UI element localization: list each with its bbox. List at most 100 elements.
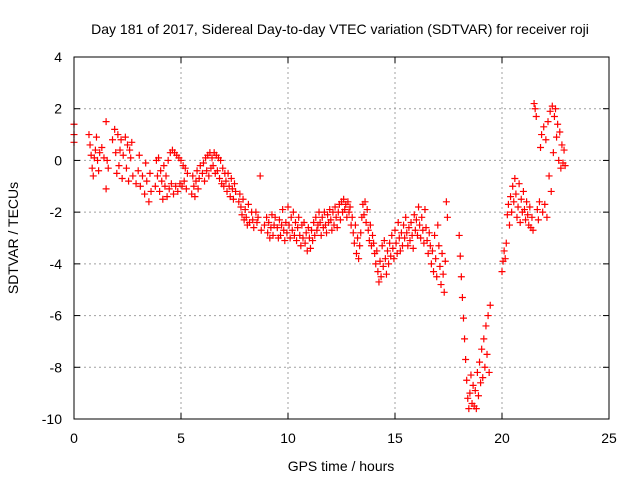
data-point <box>378 242 386 250</box>
data-point <box>277 231 285 239</box>
data-point <box>524 211 532 219</box>
data-point <box>421 206 429 214</box>
data-point <box>126 146 134 154</box>
data-point <box>424 250 432 258</box>
data-point <box>386 239 394 247</box>
data-point <box>373 247 381 255</box>
data-point <box>156 187 164 195</box>
data-point <box>128 138 136 146</box>
data-point <box>366 221 374 229</box>
data-point <box>146 169 154 177</box>
data-point <box>471 387 479 395</box>
data-point <box>312 213 320 221</box>
data-point <box>310 218 318 226</box>
data-point <box>257 226 265 234</box>
data-point <box>391 226 399 234</box>
data-point <box>522 216 530 224</box>
data-point <box>476 358 484 366</box>
data-point <box>288 226 296 234</box>
data-point <box>465 405 473 413</box>
data-point <box>512 190 520 198</box>
data-point <box>388 231 396 239</box>
data-point <box>511 175 519 183</box>
data-point <box>299 234 307 242</box>
data-point <box>533 206 541 214</box>
data-point <box>432 255 440 263</box>
data-point <box>542 136 550 144</box>
data-point <box>195 175 203 183</box>
data-point <box>404 242 412 250</box>
data-point <box>539 208 547 216</box>
data-point <box>253 218 261 226</box>
data-point <box>469 381 477 389</box>
data-point <box>323 229 331 237</box>
data-point <box>241 206 249 214</box>
data-point <box>119 151 127 159</box>
data-point <box>372 260 380 268</box>
data-point <box>555 156 563 164</box>
data-point <box>124 141 131 149</box>
data-point <box>316 218 324 226</box>
data-point <box>365 237 373 245</box>
data-point <box>361 198 369 206</box>
data-point <box>405 224 413 232</box>
data-point <box>157 167 165 175</box>
data-point <box>118 175 126 183</box>
data-point <box>116 146 124 154</box>
data-point <box>382 270 390 278</box>
chart-title: Day 181 of 2017, Sidereal Day-to-day VTE… <box>91 21 589 37</box>
data-point <box>250 224 258 232</box>
data-point <box>503 211 511 219</box>
x-tick-label: 5 <box>177 430 185 446</box>
data-point <box>89 172 97 180</box>
data-point <box>242 213 250 221</box>
data-point <box>278 221 286 229</box>
data-point <box>271 213 279 221</box>
data-point <box>284 203 292 211</box>
data-point <box>224 169 232 177</box>
data-point <box>416 221 424 229</box>
data-point <box>96 149 104 157</box>
data-point <box>426 242 434 250</box>
data-point <box>191 193 199 201</box>
data-point <box>425 229 433 237</box>
x-tick-label: 0 <box>70 430 78 446</box>
data-point <box>324 211 332 219</box>
data-point <box>504 200 512 208</box>
data-point <box>189 172 197 180</box>
data-point <box>223 187 231 195</box>
data-point <box>442 198 450 206</box>
data-point <box>273 224 281 232</box>
x-tick-label: 20 <box>494 430 510 446</box>
data-point <box>396 247 404 255</box>
data-point <box>143 177 151 185</box>
data-point <box>540 123 548 131</box>
data-point <box>350 239 358 247</box>
data-point <box>544 118 552 126</box>
data-point <box>472 405 480 413</box>
data-point <box>227 175 235 183</box>
data-point <box>483 350 491 358</box>
data-point <box>486 301 494 309</box>
x-tick-label: 15 <box>387 430 403 446</box>
data-point <box>122 164 130 172</box>
data-point <box>142 159 150 167</box>
data-point <box>345 208 353 216</box>
data-point <box>348 213 356 221</box>
data-point <box>478 345 486 353</box>
data-point <box>301 239 309 247</box>
data-point <box>439 270 447 278</box>
data-point <box>165 185 173 193</box>
data-point <box>217 156 225 164</box>
data-point <box>459 314 467 322</box>
y-tick-labels: -10 -8 -6 -4 -2 0 2 4 <box>42 49 62 427</box>
data-point <box>194 185 202 193</box>
data-point <box>328 226 336 234</box>
y-tick-label: -4 <box>50 256 63 272</box>
data-point <box>484 312 492 320</box>
data-point <box>344 198 352 206</box>
data-point <box>403 229 411 237</box>
data-point <box>170 190 178 198</box>
data-point <box>482 322 490 330</box>
